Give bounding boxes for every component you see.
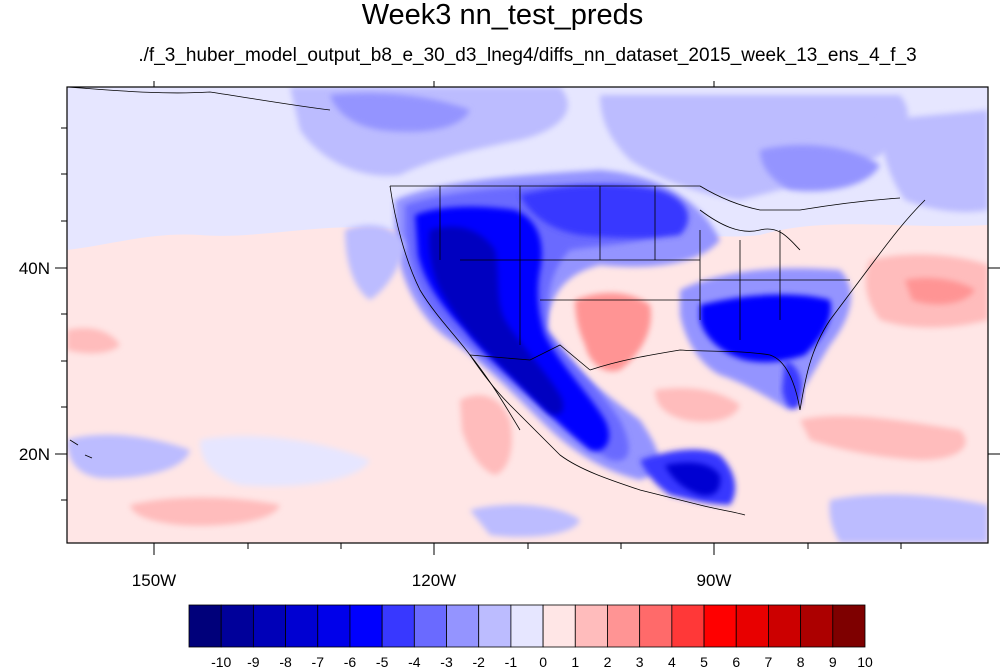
colorbar-label: 4 (668, 654, 676, 670)
colorbar-label: -4 (408, 654, 421, 670)
map-title: Week3 nn_test_preds (361, 0, 644, 31)
colorbar-swatch (542, 604, 576, 648)
state-lines-1 (439, 186, 700, 345)
field-red-hawaii-west (67, 328, 120, 354)
colorbar-label: -9 (247, 654, 260, 670)
colorbar-swatch (607, 604, 641, 648)
colorbar-label: -7 (312, 654, 325, 670)
colorbar-swatch (285, 604, 319, 648)
field-red-atlantic-2 (905, 278, 975, 305)
lon-label-150w: 150W (132, 571, 176, 590)
field-florida (782, 360, 802, 410)
field-northwest-band (67, 87, 260, 190)
colorbar-label: -3 (440, 654, 453, 670)
colorbar-label: 0 (539, 654, 547, 670)
field-west-us-deep (429, 226, 564, 415)
colorbar-swatch (478, 604, 512, 648)
colorbar-label: 10 (857, 654, 873, 670)
colorbar-swatch (381, 604, 415, 648)
colorbar-label: -8 (279, 654, 292, 670)
field-red-gulf (655, 388, 740, 422)
colorbar-swatch (510, 604, 544, 648)
colorbar-label: 1 (571, 654, 579, 670)
colorbar-swatch (574, 604, 608, 648)
field-blue-pacific-1 (67, 434, 190, 479)
field-northern-plains (520, 184, 689, 239)
field-blue-west-coast (345, 225, 405, 300)
field-canada-patch-4 (760, 145, 880, 192)
colorbar-swatch (832, 604, 866, 648)
field-blue-pacific-2 (200, 436, 370, 487)
colorbar-label: 5 (700, 654, 708, 670)
colorbar-label: 8 (797, 654, 805, 670)
colorbar-label: 6 (732, 654, 740, 670)
field-southeast-strong (700, 294, 831, 363)
alaska-coast (67, 87, 331, 111)
mexico-border (469, 344, 591, 371)
colorbar-swatch (220, 604, 254, 648)
colorbar-swatch (671, 604, 705, 648)
gulf-coast (589, 349, 801, 411)
colorbar-swatch (317, 604, 351, 648)
colorbar-swatch (768, 604, 802, 648)
state-lines-2 (699, 230, 850, 340)
field-central-america-deep (665, 462, 721, 496)
colorbar-swatch (703, 604, 737, 648)
great-lakes (699, 209, 801, 251)
map-field (67, 87, 988, 543)
lat-label-40n: 40N (19, 259, 50, 278)
hawaii (69, 439, 93, 459)
colorbar-swatch (413, 604, 447, 648)
field-red-east-pacific (460, 395, 512, 475)
lon-label-90w: 90W (697, 571, 732, 590)
colorbar-label: 2 (604, 654, 612, 670)
colorbar-label: -1 (505, 654, 518, 670)
colorbar-swatch (349, 604, 383, 648)
west-coast (389, 185, 746, 516)
field-blue-southeast (829, 494, 988, 543)
baja (469, 354, 521, 431)
lat-label-20n: 20N (19, 445, 50, 464)
colorbar-swatch (188, 604, 222, 648)
colorbar-label: 9 (829, 654, 837, 670)
map-boundaries (67, 87, 926, 516)
colorbar-swatch (735, 604, 769, 648)
colorbar-label: 3 (636, 654, 644, 670)
colorbar-swatch (252, 604, 286, 648)
field-blue-south (470, 504, 580, 537)
map-subtitle: ./f_3_huber_model_output_b8_e_30_d3_lneg… (138, 45, 917, 66)
axis-ticks (55, 81, 1000, 555)
colorbar-swatch (639, 604, 673, 648)
field-red-southwest (130, 497, 280, 526)
colorbar-label: -10 (211, 654, 231, 670)
us-canada-border (390, 185, 901, 211)
colorbar-label: -6 (344, 654, 357, 670)
east-coast (799, 199, 926, 411)
field-red-caribbean (800, 415, 966, 460)
field-red-texas (575, 293, 651, 372)
colorbar-label: -5 (376, 654, 389, 670)
colorbar-label: -2 (472, 654, 485, 670)
lon-label-120w: 120W (412, 571, 456, 590)
field-canada-patch-2 (330, 93, 470, 132)
colorbar-swatch (446, 604, 480, 648)
colorbar-swatch (800, 604, 834, 648)
field-east-patch (880, 110, 988, 212)
colorbar: -10 -9 -8 -7 -6 -5 -4 -3 -2 -1 0 1 2 3 4 5 6 7 8 9 10 (188, 604, 873, 670)
colorbar-label: 7 (765, 654, 773, 670)
